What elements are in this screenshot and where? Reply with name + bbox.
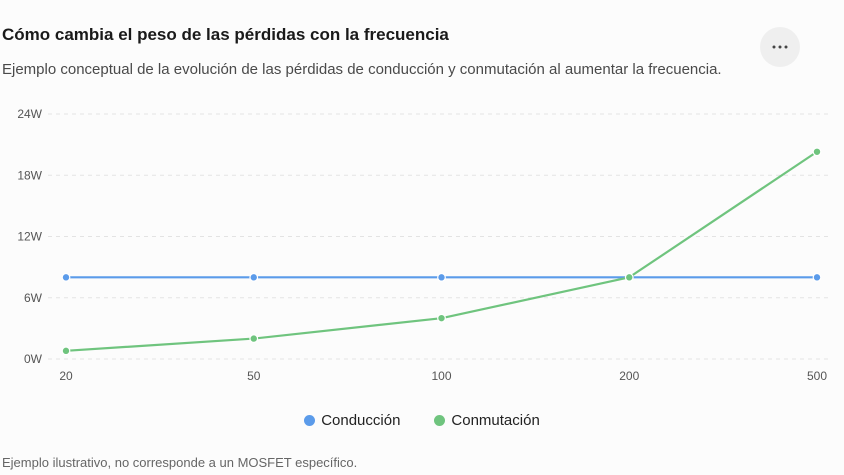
series-layer [61,147,822,356]
legend-swatch-conduccion [304,415,316,426]
legend-item-conmutacion[interactable]: Conmutación [434,412,540,429]
y-tick-label: 6W [24,291,43,305]
more-options-button[interactable] [760,27,800,67]
more-horizontal-icon [772,45,788,49]
chart-title: Cómo cambia el peso de las pérdidas con … [2,25,449,44]
data-point-conmutacion[interactable] [61,346,71,356]
data-point-conduccion[interactable] [437,272,446,282]
data-point-conmutacion[interactable] [812,147,822,157]
x-tick-label: 50 [247,369,261,383]
x-tick-label: 500 [807,369,827,383]
data-point-conduccion[interactable] [249,272,259,282]
footnote: Ejemplo ilustrativo, no corresponde a un… [2,455,358,470]
x-axis-ticks: 20 50 100 200 500 [59,369,827,383]
data-point-conduccion[interactable] [812,272,822,282]
y-tick-label: 0W [24,352,43,366]
data-point-conduccion[interactable] [61,272,71,282]
legend-swatch-conmutacion [434,415,446,426]
y-axis-ticks: 0W 6W 12W 18W 24W [17,107,42,366]
data-point-conmutacion[interactable] [624,272,634,282]
legend-item-conduccion[interactable]: Conducción [304,412,400,429]
legend: Conducción Conmutación [0,412,844,429]
data-point-conmutacion[interactable] [437,313,446,323]
y-tick-label: 12W [17,230,42,244]
y-tick-label: 18W [17,168,42,182]
chart-subtitle: Ejemplo conceptual de la evolución de la… [2,61,722,78]
y-tick-label: 24W [17,107,42,121]
x-tick-label: 20 [59,369,73,383]
line-chart: 0W 6W 12W 18W 24W 20 50 100 200 500 [17,107,830,383]
data-point-conmutacion[interactable] [249,334,259,343]
legend-label-conmutacion: Conmutación [451,412,540,429]
x-tick-label: 200 [619,369,639,383]
x-tick-label: 100 [431,369,451,383]
legend-label-conduccion: Conducción [321,412,401,429]
grid-layer [48,113,830,360]
